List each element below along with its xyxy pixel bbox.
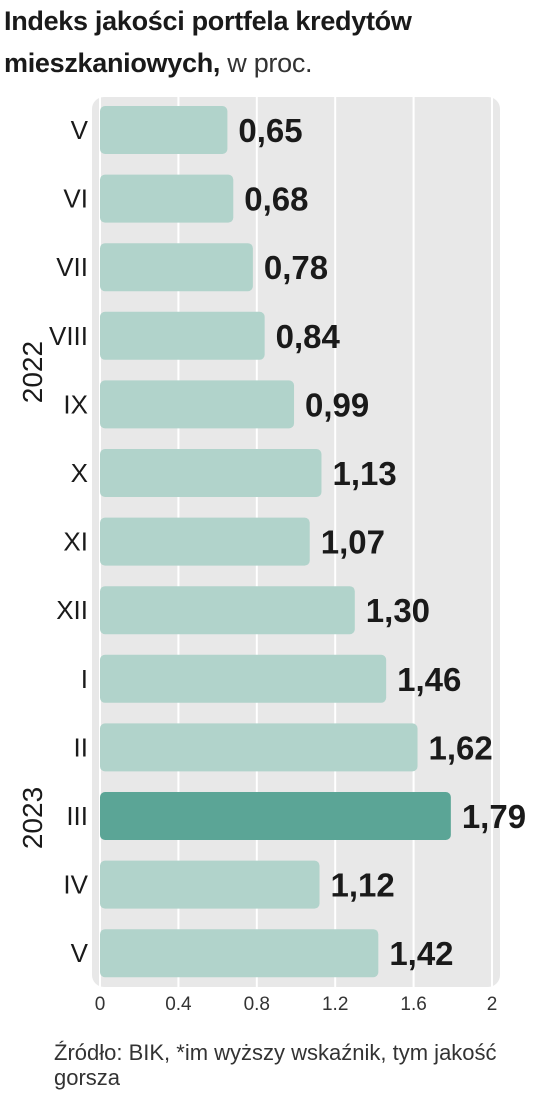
x-tick-label: 0.8: [244, 994, 270, 1015]
year-label: 2023: [17, 787, 48, 849]
value-label: 0,78: [264, 249, 328, 286]
bar: [100, 311, 265, 360]
category-label: IX: [63, 389, 88, 419]
value-label: 1,42: [389, 935, 453, 972]
x-tick-label: 0.4: [165, 994, 192, 1015]
category-label: XI: [63, 527, 88, 557]
value-label: 0,84: [276, 318, 341, 355]
x-tick-label: 2: [487, 994, 498, 1015]
value-label: 1,07: [321, 524, 385, 561]
value-label: 1,62: [429, 729, 493, 766]
category-label: III: [66, 801, 88, 831]
value-label: 1,12: [331, 867, 395, 904]
x-tick-label: 0: [95, 994, 106, 1015]
bar: [100, 174, 234, 223]
bar: [100, 860, 320, 909]
bar: [100, 723, 418, 772]
value-label: 1,79: [462, 798, 526, 835]
bar: [100, 792, 451, 840]
value-label: 1,46: [397, 661, 461, 698]
category-label: VII: [56, 252, 88, 282]
bar: [100, 380, 295, 429]
category-label: II: [74, 732, 88, 762]
bar: [100, 517, 310, 566]
category-label: X: [71, 458, 88, 488]
value-label: 0,65: [238, 112, 302, 149]
category-label: IV: [63, 870, 88, 900]
source-note: Źródło: BIK, *im wyższy wskaźnik, tym ja…: [54, 1040, 497, 1090]
value-label: 1,30: [366, 592, 430, 629]
category-label: XII: [56, 595, 88, 625]
x-tick-label: 1.2: [322, 994, 348, 1015]
value-label: 1,13: [332, 455, 396, 492]
bar: [100, 106, 228, 154]
category-label: I: [81, 664, 88, 694]
bar: [100, 586, 355, 635]
chart-title: Indeks jakości portfela kredytów mieszka…: [4, 0, 534, 84]
bar: [100, 449, 322, 497]
chart-title-main: Indeks jakości portfela kredytów mieszka…: [4, 6, 412, 78]
value-label: 0,99: [305, 386, 369, 423]
category-label: VIII: [49, 321, 88, 351]
bar: [100, 243, 253, 292]
chart-title-unit: w proc.: [227, 48, 313, 78]
category-label: VI: [63, 184, 88, 214]
x-tick-label: 1.6: [400, 994, 426, 1015]
category-label: V: [71, 115, 89, 145]
bar: [100, 929, 379, 978]
category-label: V: [71, 938, 89, 968]
value-label: 0,68: [244, 181, 308, 218]
year-label: 2022: [17, 341, 48, 403]
bar: [100, 654, 387, 703]
